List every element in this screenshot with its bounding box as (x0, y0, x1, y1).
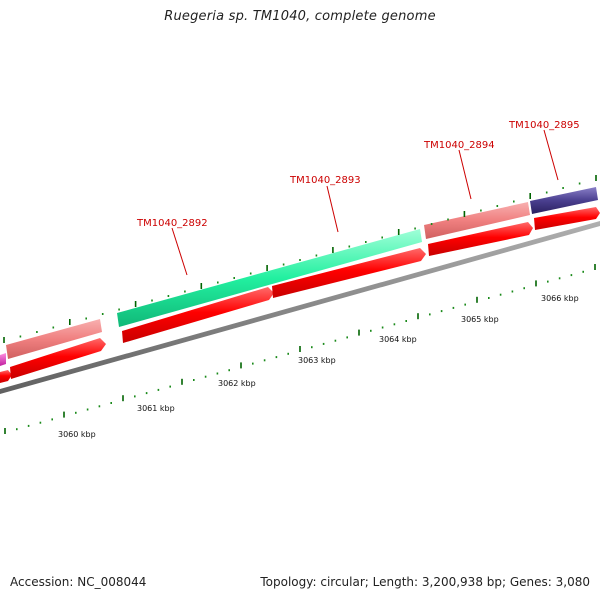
leader-line-2893 (326, 185, 339, 233)
map-title: Ruegeria sp. TM1040, complete genome (164, 9, 436, 24)
leader-line-2894 (458, 149, 472, 200)
cds-row-lower (0, 207, 600, 383)
cds-arrow-0 (0, 370, 12, 383)
gene-label-tm1040-2893: TM1040_2893 (289, 175, 361, 186)
cds-arrow-4 (428, 222, 533, 256)
feature-magenta-block (0, 353, 6, 366)
accession-text: Accession: NC_008044 (10, 575, 147, 589)
tick-track-lower (4, 264, 596, 434)
feature-row-upper (0, 187, 598, 366)
cds-arrow-3 (272, 248, 426, 298)
scale-label-3063: 3063 kbp (298, 356, 336, 365)
gene-labels: TM1040_2892 TM1040_2893 TM1040_2894 TM10… (136, 120, 580, 229)
scale-labels: 3060 kbp 3061 kbp 3062 kbp 3063 kbp 3064… (58, 294, 579, 439)
feature-navy-block (530, 187, 598, 214)
scale-label-3066: 3066 kbp (541, 294, 579, 303)
cds-arrow-2 (122, 287, 274, 343)
leader-line-2895 (543, 129, 559, 181)
gene-leader-lines (171, 129, 559, 276)
scale-label-3061: 3061 kbp (137, 404, 175, 413)
tick-track-upper (3, 175, 597, 343)
leader-line-2892 (171, 227, 188, 276)
gene-label-tm1040-2892: TM1040_2892 (136, 218, 208, 229)
gene-label-tm1040-2894: TM1040_2894 (423, 140, 495, 151)
scale-label-3062: 3062 kbp (218, 379, 256, 388)
backbone (0, 221, 600, 394)
feature-pink-block-1 (6, 319, 102, 359)
scale-label-3060: 3060 kbp (58, 430, 96, 439)
feature-green-block (117, 229, 422, 327)
genome-stats-text: Topology: circular; Length: 3,200,938 bp… (260, 575, 590, 589)
backbone-line (0, 221, 600, 394)
scale-label-3064: 3064 kbp (379, 335, 417, 344)
cds-arrow-1 (10, 338, 106, 379)
scale-label-3065: 3065 kbp (461, 315, 499, 324)
feature-pink-block-2 (424, 202, 530, 239)
gene-label-tm1040-2895: TM1040_2895 (508, 120, 580, 131)
cds-arrow-5 (534, 207, 600, 230)
